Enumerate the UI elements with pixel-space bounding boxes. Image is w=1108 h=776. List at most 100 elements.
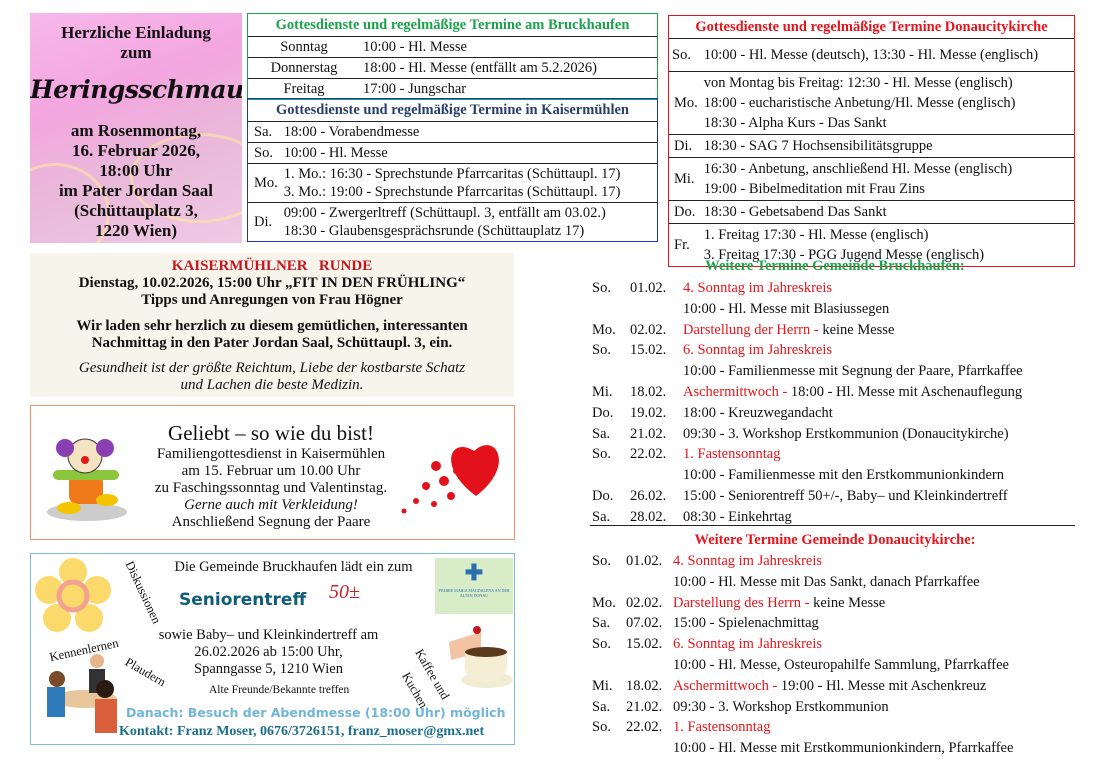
day-cell: Di. [669,134,701,158]
event-cell: 18:00 - Hl. Messe (entfällt am 5.2.2026) [360,57,657,79]
list-day: Mo. [592,321,616,338]
table-title: Gottesdienste und regelmäßige Termine in… [276,102,629,118]
day-cell: Do. [669,200,701,224]
list-item: So. 22.02. 1. Fastensonntag [590,717,1080,738]
senior-line: 26.02.2026 ab 15:00 Uhr, [194,644,343,660]
table-row: Di. 18:30 - SAG 7 Hochsensibilitätsgruppe [669,134,1074,158]
day-cell: Fr. [669,223,701,266]
list-day: Mi. [592,677,613,694]
list-day: So. [592,280,611,296]
list-text: 08:30 - Einkehrtag [683,508,792,525]
event-cell: 10:00 - Hl. Messe [360,36,657,58]
list-red: 4. Sonntag im Jahreskreis [673,553,823,569]
table-row: Di. 09:00 - Zwergerltreff (Schüttaupl. 3,… [248,202,657,241]
day-cell: Mi. [669,157,701,201]
list-text: 15:00 - Spielenachmittag [673,615,819,632]
table-title: Gottesdienste und regelmäßige Termine Do… [695,19,1048,35]
event-line: 1. Mo.: 16:30 - Sprechstunde Pfarrcarita… [283,166,621,182]
event-cell: 18:00 - Vorabendmesse [280,121,657,143]
list-date: 15.02. [626,636,663,653]
list-event: Darstellung der Herrn - keine Messe [683,320,894,341]
event-cell: 09:00 - Zwergerltreff (Schüttaupl. 3, en… [280,202,657,241]
list-item: 10:00 - Hl. Messe mit Das Sankt, danach … [590,572,1080,593]
runde-date: Dienstag, 10.02.2026, 15:00 Uhr „FIT IN … [78,275,466,291]
list-text: keine Messe [822,321,895,338]
event-line: 18:00 - Hl. Messe (entfällt am 5.2.2026) [363,60,597,76]
event-line: 10:00 - Hl. Messe (deutsch), 13:30 - Hl.… [703,47,1039,63]
event-line: 09:00 - Zwergerltreff (Schüttaupl. 3, en… [283,205,606,221]
table-row: Mo. von Montag bis Freitag: 12:30 - Hl. M… [669,71,1074,135]
list-item: Mo. 02.02. Darstellung des Herrn - keine M… [590,593,1080,614]
word-diskussionen: Diskussionen [122,558,164,626]
runde-quote: Gesundheit ist der größte Reichtum, Lieb… [78,360,466,376]
parish-logo: ✚ PFARRE MARIA MAGDALENA AN DER ALTEN DO… [435,558,513,614]
day-cell: Donnerstag [248,57,360,79]
senior-line: Spanngasse 5, 1210 Wien [194,661,343,677]
senior-contact: Kontakt: Franz Moser, 0676/3726151, fran… [119,724,485,739]
family-line: zu Faschingssonntag und Valentinstag. [154,480,388,496]
list-red: Aschermittwoch - [673,677,781,694]
event-cell: 18:30 - SAG 7 Hochsensibilitätsgruppe [700,134,1074,158]
coffee-cake-image [449,626,513,688]
divider [590,525,1075,526]
invite-line: 1220 Wien) [94,221,178,240]
table-row: Donnerstag 18:00 - Hl. Messe (entfällt am… [248,57,657,79]
list-event: 1. Fastensonntag [683,444,780,465]
list-item: 10:00 - Hl. Messe mit Erstkommunionkinde… [590,738,1080,759]
list-date: 02.02. [626,594,663,611]
invite-line: (Schüttauplatz 3, [74,201,198,220]
list-date: 01.02. [626,553,663,569]
table-title: Gottesdienste und regelmäßige Termine am… [275,17,630,33]
list-day: So. [592,446,611,463]
invite-line: 18:00 Uhr [99,161,173,180]
list-day: So. [592,636,611,653]
runde-text: Nachmittag in den Pater Jordan Saal, Sch… [91,335,453,351]
list-event: 10:00 - Hl. Messe mit Blasiussegen [683,299,889,320]
table-row: So. 10:00 - Hl. Messe [248,142,657,164]
list-text: 18:00 - Hl. Messe mit Aschenauflegung [790,383,1023,400]
list-text: 10:00 - Familienmesse mit Segnung der Pa… [683,363,1023,380]
invite-line: im Pater Jordan Saal [58,181,214,200]
list-item: So. 01.02. 4. Sonntag im Jahreskreis [590,551,1080,572]
day-cell: Sonntag [248,36,360,58]
senior-badge: 50± [329,581,360,603]
kaisermuehlen-schedule-table: Gottesdienste und regelmäßige Termine in… [247,98,658,242]
event-line: 1. Freitag 17:30 - Hl. Messe (englisch) [703,227,929,243]
seniorentreff-box: Die Gemeinde Bruckhaufen lädt ein zum Di… [30,553,515,745]
event-line: 18:00 - Vorabendmesse [283,124,420,140]
list-date: 02.02. [630,321,667,338]
list-title: Weitere Termine Gemeinde Bruckhaufen: [705,258,965,274]
event-cell: 10:00 - Hl. Messe (deutsch), 13:30 - Hl.… [700,38,1074,72]
event-line: 18:30 - Alpha Kurs - Das Sankt [703,115,887,131]
event-line: 3. Freitag 17:30 - PGG Jugend Messe (eng… [703,247,985,263]
people-at-table-image [47,654,117,733]
flower-icon [35,558,111,632]
senior-after-note: Danach: Besuch der Abendmesse (18:00 Uhr… [126,705,506,720]
list-red: 1. Fastensonntag [683,446,781,463]
day-cell: Mo. [669,71,701,135]
event-cell: 18:30 - Gebetsabend Das Sankt [700,200,1074,224]
family-line: am 15. Februar um 10.00 Uhr [181,463,361,479]
table-row: Fr. 1. Freitag 17:30 - Hl. Messe (englisc… [669,223,1074,266]
senior-title: Seniorentreff [179,590,307,610]
hearts-image [401,445,499,514]
list-text: 18:00 - Kreuzwegandacht [683,404,833,421]
list-event: 09:30 - 3. Workshop Erstkommunion [673,697,889,718]
event-line: von Montag bis Freitag: 12:30 - Hl. Mess… [703,75,1013,91]
family-service-box: Geliebt – so wie du bist! Familiengottes… [30,405,515,540]
list-event: 08:30 - Einkehrtag [683,507,792,528]
day-cell: Mo. [248,163,281,203]
list-day: Mi. [592,383,613,400]
runde-title: KAISERMÜHLNER RUNDE [171,258,373,274]
list-day: Do. [592,487,614,504]
list-day: Sa. [592,615,611,632]
list-text: 10:00 - Hl. Messe mit Blasiussegen [683,300,890,317]
list-item: 10:00 - Hl. Messe mit Blasiussegen [590,299,1080,320]
list-day: Sa. [592,698,611,715]
list-text: 10:00 - Hl. Messe, Osteuropahilfe Sammlu… [673,656,1009,673]
list-date: 28.02. [630,508,667,525]
list-item: So. 01.02. 4. Sonntag im Jahreskreis [590,278,1080,299]
table-row: Mi. 16:30 - Anbetung, anschließend Hl. Me… [669,157,1074,201]
list-item: Mi. 18.02. Aschermittwoch - 19:00 - Hl. Me… [590,676,1080,697]
list-date: 22.02. [630,446,667,463]
